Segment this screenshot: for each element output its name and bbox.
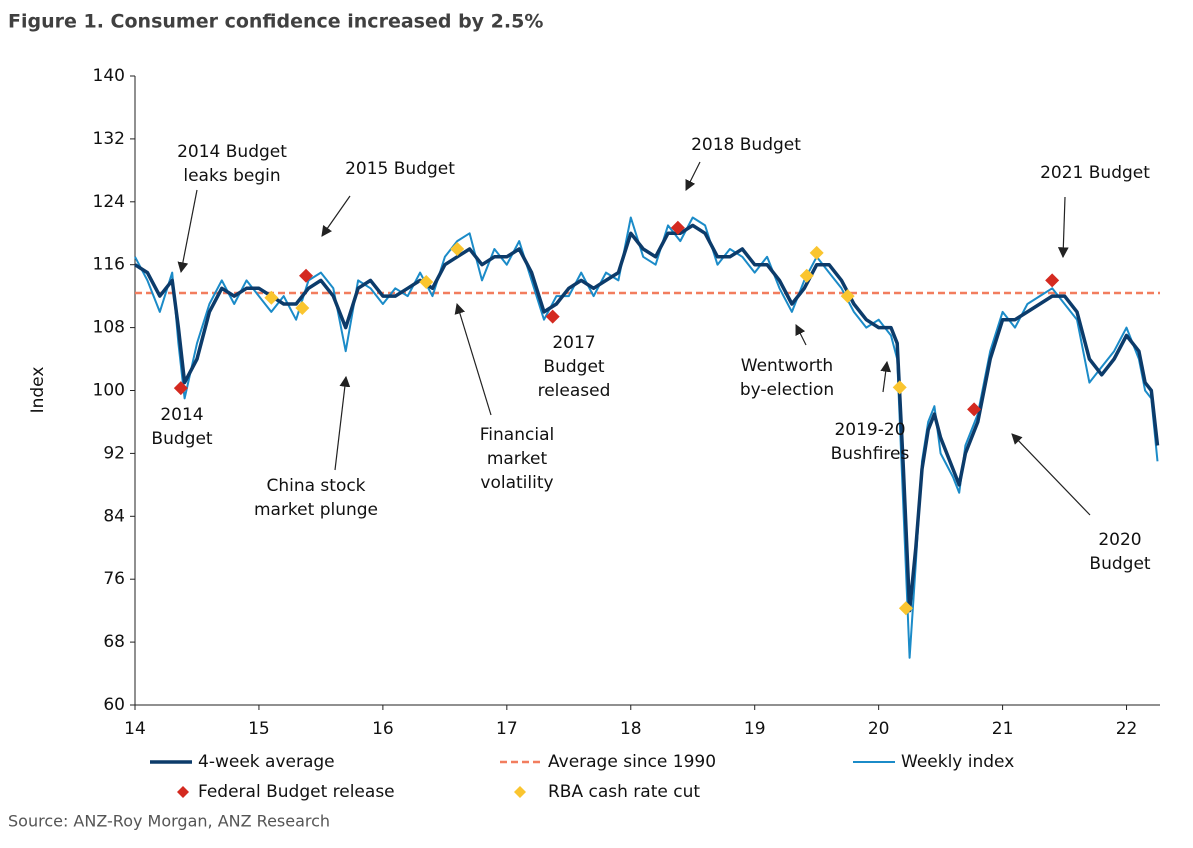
annotation: Bushfires [831, 444, 910, 464]
annotation: leaks begin [183, 166, 280, 186]
annotation: market [487, 449, 548, 469]
annotation: 2017 [552, 333, 595, 353]
annotation: by-election [740, 380, 834, 400]
marker [809, 245, 824, 260]
y-tick-label: 60 [103, 695, 125, 715]
source: Source: ANZ-Roy Morgan, ANZ Research [8, 812, 330, 831]
annotation-arrow [454, 302, 492, 416]
marker [799, 268, 814, 283]
x-tick-label: 18 [620, 719, 642, 739]
y-tick-label: 92 [103, 443, 125, 463]
marker [898, 601, 913, 616]
marker [419, 274, 434, 289]
annotation: Wentworth [741, 356, 833, 376]
annotation-arrow [334, 375, 351, 471]
annotation: volatility [480, 473, 553, 493]
y-axis-label: Index [28, 367, 48, 414]
annotation: Financial [480, 425, 554, 445]
x-tick-label: 22 [1116, 719, 1138, 739]
y-tick-label: 116 [93, 255, 125, 275]
x-tick-label: 16 [372, 719, 394, 739]
marker [892, 380, 907, 395]
series-line [134, 216, 1159, 659]
marker [967, 402, 982, 417]
annotation: market plunge [254, 500, 378, 520]
x-tick-label: 17 [496, 719, 518, 739]
series-line [134, 223, 1160, 613]
y-tick-label: 84 [103, 506, 125, 526]
y-tick-label: 76 [103, 569, 125, 589]
annotation: Budget [1089, 554, 1150, 574]
marker [173, 381, 188, 396]
x-tick-label: 15 [248, 719, 270, 739]
annotation: 2021 Budget [1040, 163, 1150, 183]
annotation-arrow [321, 195, 351, 237]
marker [299, 268, 314, 283]
annotation: China stock [266, 476, 365, 496]
annotation-arrow [685, 161, 701, 191]
y-tick-label: 124 [93, 192, 125, 212]
marker [670, 220, 685, 235]
annotation-arrow [795, 324, 807, 346]
annotation: 2014 [160, 405, 203, 425]
legend-swatch [514, 786, 526, 798]
chart-title: Figure 1. Consumer confidence increased … [8, 11, 543, 33]
annotation-arrow [1057, 196, 1069, 259]
legend-label: 4-week average [198, 752, 335, 772]
legend-label: Weekly index [901, 752, 1014, 772]
annotation-arrow [880, 360, 892, 393]
annotation: 2014 Budget [177, 142, 287, 162]
legend-label: Federal Budget release [198, 782, 395, 802]
annotation: 2020 [1098, 530, 1141, 550]
annotation: Budget [151, 429, 212, 449]
y-tick-label: 68 [103, 632, 125, 652]
x-tick-label: 19 [744, 719, 766, 739]
annotation: released [538, 381, 611, 401]
annotation: 2019-20 [834, 420, 905, 440]
y-tick-label: 100 [93, 381, 125, 401]
annotation: Budget [543, 357, 604, 377]
marker [840, 289, 855, 304]
x-tick-label: 20 [868, 719, 890, 739]
marker [264, 290, 279, 305]
marker [450, 241, 465, 256]
y-tick-label: 132 [93, 129, 125, 149]
annotation-arrow [177, 189, 198, 274]
marker [1045, 273, 1060, 288]
annotation-arrow [1011, 433, 1091, 516]
y-tick-label: 108 [93, 318, 125, 338]
legend-label: RBA cash rate cut [548, 782, 700, 802]
legend-swatch [177, 786, 189, 798]
y-tick-label: 140 [93, 66, 125, 86]
x-tick-label: 14 [124, 719, 146, 739]
annotation: 2015 Budget [345, 159, 455, 179]
annotation: 2018 Budget [691, 135, 801, 155]
marker [295, 300, 310, 315]
marker [545, 309, 560, 324]
x-tick-label: 21 [992, 719, 1014, 739]
legend-label: Average since 1990 [548, 752, 716, 772]
